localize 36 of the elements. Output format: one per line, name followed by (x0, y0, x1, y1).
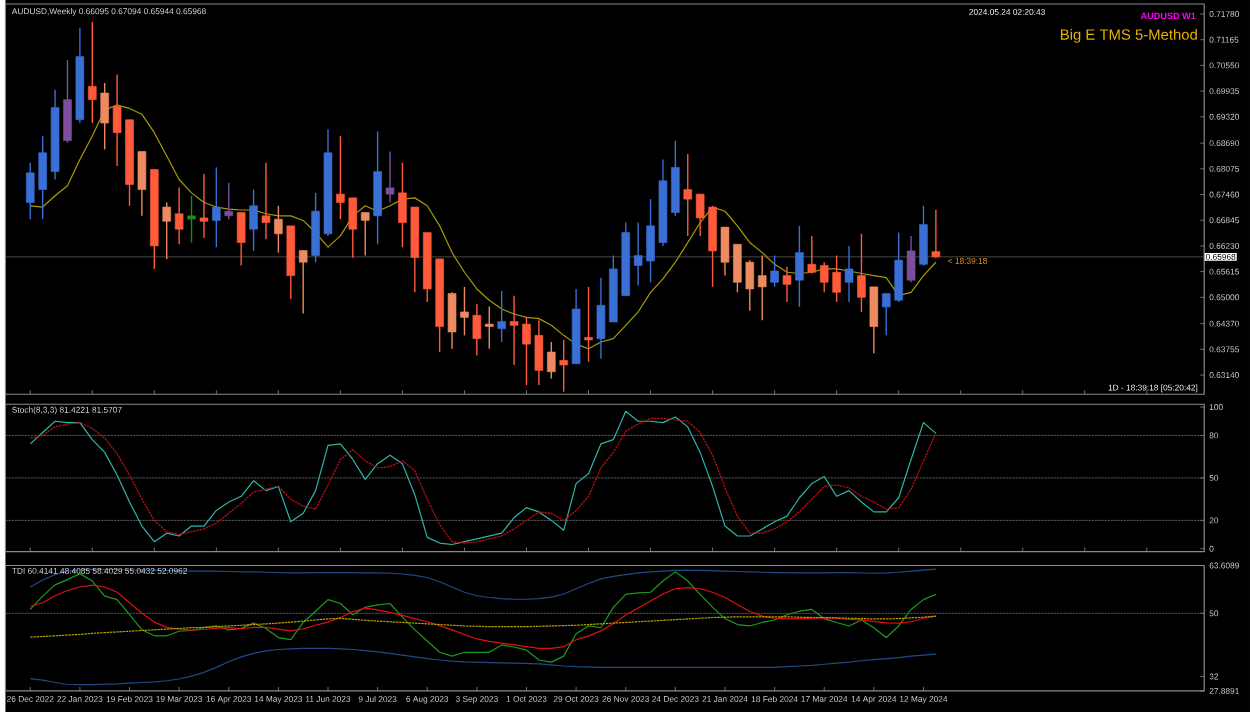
candlestick (100, 81, 109, 150)
candlestick (497, 289, 506, 343)
candlestick (274, 204, 283, 253)
candlestick (782, 265, 792, 303)
candlestick (373, 130, 382, 245)
candlestick (472, 302, 482, 356)
candlestick (869, 285, 879, 354)
candlestick (770, 254, 779, 288)
candlestick (224, 181, 234, 220)
candlestick (187, 194, 196, 243)
candlestick (547, 340, 556, 379)
candlestick (63, 58, 72, 143)
candlestick (385, 150, 395, 203)
candlestick (174, 186, 184, 245)
candlestick (683, 152, 693, 237)
candlestick (162, 201, 171, 260)
candlestick (360, 211, 370, 256)
candlestick (261, 161, 271, 240)
candlestick (88, 20, 97, 124)
candlestick (137, 150, 147, 217)
candlestick (584, 285, 593, 362)
candlestick (485, 305, 494, 349)
candlestick (236, 211, 246, 266)
candlestick (931, 208, 941, 259)
candlestick (795, 224, 804, 308)
candlestick (906, 234, 916, 283)
candlestick (807, 234, 817, 274)
candlestick (298, 249, 308, 314)
candlestick (844, 244, 854, 303)
candlestick (757, 254, 767, 321)
candlestick (249, 188, 258, 252)
candlestick (212, 166, 221, 248)
candlestick (919, 204, 928, 266)
candlestick (199, 172, 209, 239)
candlestick (857, 232, 866, 313)
candlestick (559, 338, 568, 393)
